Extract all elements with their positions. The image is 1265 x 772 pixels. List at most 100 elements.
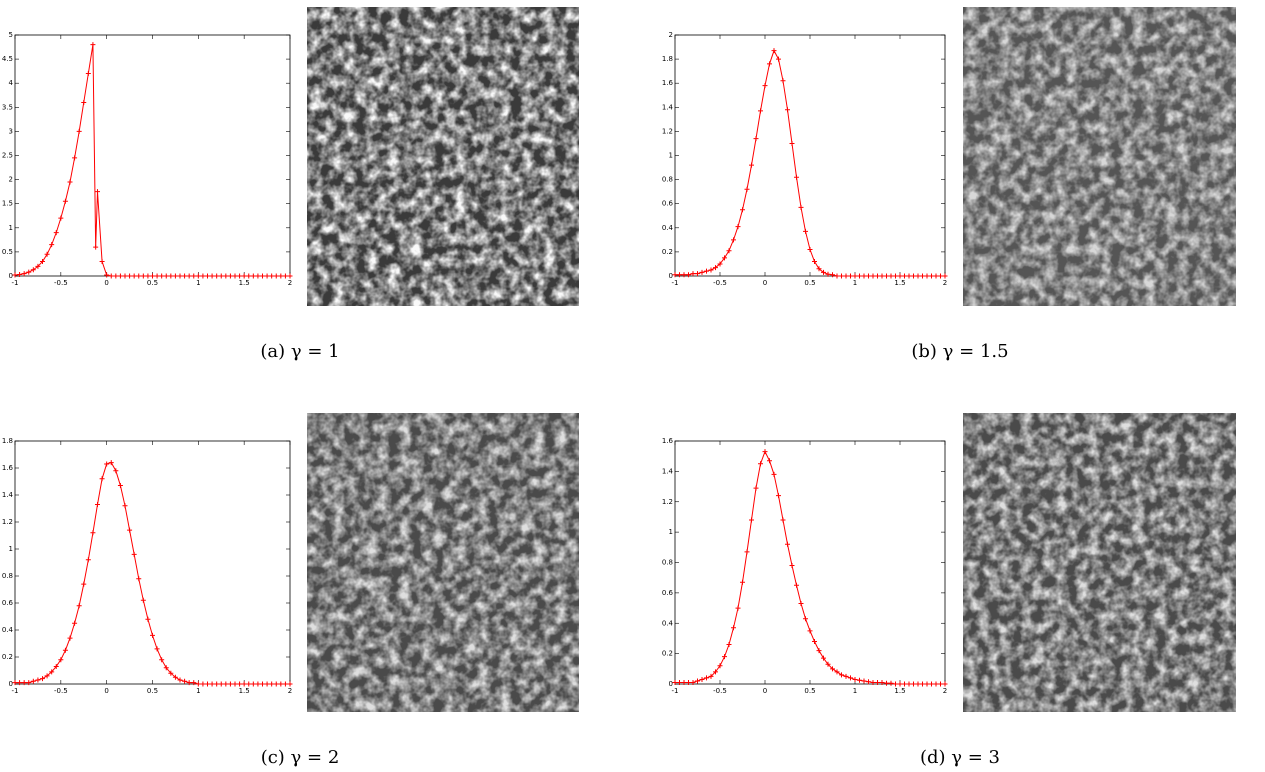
point-marker — [264, 681, 270, 687]
point-marker — [915, 681, 921, 687]
point-marker — [85, 71, 91, 77]
point-marker — [731, 237, 736, 243]
point-marker — [67, 179, 73, 185]
point-marker — [282, 273, 288, 279]
x-tick-label: -0.5 — [54, 279, 68, 287]
point-marker — [195, 681, 201, 687]
point-marker — [735, 224, 741, 230]
point-marker — [677, 679, 682, 685]
point-marker — [90, 530, 96, 536]
point-marker — [695, 678, 700, 684]
point-marker — [843, 273, 849, 279]
point-marker — [255, 681, 261, 687]
point-marker — [95, 501, 100, 507]
point-marker — [136, 576, 142, 582]
point-marker — [717, 663, 723, 669]
point-marker — [127, 273, 133, 279]
point-marker — [35, 677, 41, 683]
point-marker — [821, 655, 826, 661]
x-tick-label: -1 — [12, 279, 19, 287]
point-marker — [812, 259, 817, 265]
point-marker — [785, 541, 790, 547]
y-tick-label: 0.6 — [662, 589, 674, 597]
point-marker — [26, 269, 32, 275]
point-marker — [172, 674, 178, 680]
point-marker — [681, 272, 687, 278]
point-marker — [273, 681, 279, 687]
point-marker — [690, 271, 696, 277]
x-tick-label: 1.5 — [894, 687, 905, 695]
point-marker — [104, 272, 110, 278]
point-marker — [722, 255, 727, 261]
point-marker — [672, 272, 678, 278]
point-marker — [888, 680, 894, 686]
point-marker — [929, 273, 934, 279]
point-marker — [241, 273, 247, 279]
point-marker — [744, 549, 750, 555]
point-marker — [942, 681, 948, 687]
x-tick-label: -1 — [672, 279, 679, 287]
data-line — [14, 44, 290, 277]
point-marker — [117, 483, 123, 489]
point-marker — [843, 673, 849, 679]
x-tick-label: 0 — [763, 279, 767, 287]
point-marker — [159, 273, 165, 279]
point-marker — [789, 140, 795, 146]
y-tick-label: 1.4 — [2, 491, 14, 499]
point-marker — [131, 273, 137, 279]
point-marker — [168, 670, 174, 676]
point-marker — [113, 273, 119, 279]
point-marker — [942, 273, 948, 279]
point-marker — [255, 273, 261, 279]
point-marker — [53, 230, 59, 236]
point-marker — [95, 189, 100, 195]
point-marker — [848, 273, 853, 279]
point-marker — [884, 680, 889, 686]
point-marker — [785, 107, 790, 113]
image-d — [963, 413, 1236, 712]
y-tick-label: 1.6 — [662, 79, 674, 87]
point-marker — [200, 681, 206, 687]
point-marker — [81, 581, 87, 587]
point-marker — [672, 679, 678, 685]
point-marker — [924, 273, 930, 279]
point-marker — [866, 679, 871, 685]
point-marker — [12, 680, 18, 686]
y-tick-label: 0.8 — [662, 559, 673, 567]
y-tick-label: 0.5 — [2, 248, 13, 256]
point-marker — [740, 207, 745, 213]
point-marker — [140, 597, 146, 603]
point-marker — [884, 273, 889, 279]
y-tick-label: 1.2 — [662, 498, 673, 506]
point-marker — [852, 676, 858, 682]
point-marker — [49, 242, 55, 248]
point-marker — [108, 273, 114, 279]
point-marker — [816, 266, 822, 272]
point-marker — [893, 681, 898, 687]
y-tick-label: 0 — [9, 680, 13, 688]
y-tick-label: 1.8 — [662, 55, 673, 63]
x-tick-label: 0.5 — [804, 279, 815, 287]
x-tick-label: 0.5 — [147, 279, 158, 287]
point-marker — [690, 679, 696, 685]
point-marker — [209, 273, 215, 279]
point-marker — [879, 273, 885, 279]
point-marker — [241, 681, 247, 687]
x-tick-label: 2 — [288, 279, 292, 287]
point-marker — [182, 273, 188, 279]
y-tick-label: 0 — [669, 272, 673, 280]
point-marker — [163, 273, 169, 279]
y-tick-label: 0 — [669, 680, 673, 688]
point-marker — [825, 271, 831, 277]
point-marker — [122, 273, 128, 279]
image-b — [963, 7, 1236, 306]
point-marker — [227, 681, 233, 687]
y-tick-label: 1 — [9, 224, 13, 232]
point-marker — [911, 273, 916, 279]
point-marker — [273, 273, 279, 279]
point-marker — [938, 273, 943, 279]
point-marker — [794, 582, 799, 588]
point-marker — [117, 273, 123, 279]
point-marker — [21, 271, 27, 277]
